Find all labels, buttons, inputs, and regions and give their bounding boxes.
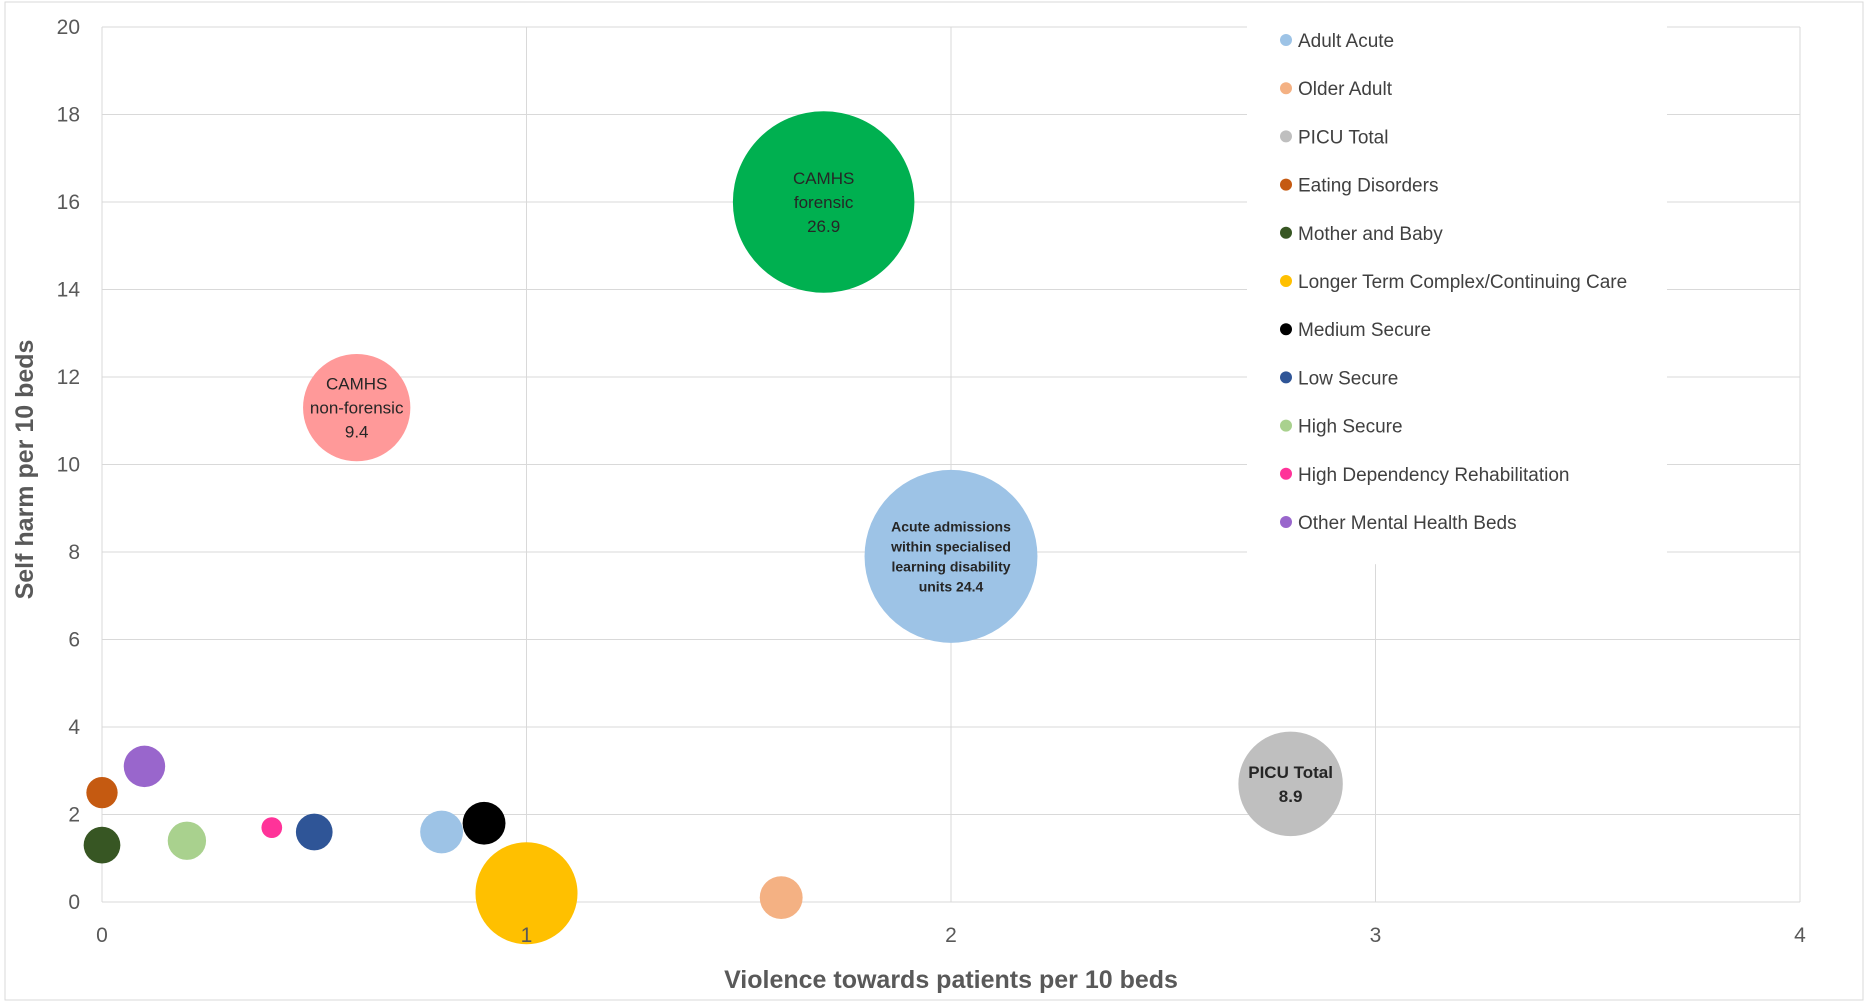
legend-marker xyxy=(1280,178,1292,191)
bubble-data-label: 8.9 xyxy=(1279,787,1303,806)
legend-label: PICU Total xyxy=(1298,127,1388,148)
legend-label: Eating Disorders xyxy=(1298,176,1438,197)
data-bubble xyxy=(462,801,506,845)
data-bubble xyxy=(759,876,803,920)
data-bubble xyxy=(295,813,333,851)
bubble-data-label: non-forensic xyxy=(310,399,404,418)
y-tick-label: 14 xyxy=(57,279,81,302)
legend-marker xyxy=(1280,467,1292,480)
data-bubble xyxy=(303,353,411,462)
y-tick-label: 6 xyxy=(68,629,80,652)
data-bubble xyxy=(123,745,166,788)
bubble-data-label: 9.4 xyxy=(345,423,369,442)
legend: Adult Acute Older Adult PICU Total Eating D… xyxy=(1247,20,1667,565)
legend-marker xyxy=(1280,371,1292,384)
legend-label: Low Secure xyxy=(1298,368,1398,389)
y-tick-label: 18 xyxy=(57,104,80,127)
legend-label: Adult Acute xyxy=(1298,31,1394,52)
legend-marker xyxy=(1280,226,1292,239)
legend-marker xyxy=(1280,275,1292,287)
y-tick-label: 4 xyxy=(68,716,80,739)
legend-label: Longer Term Complex/Continuing Care xyxy=(1298,272,1627,293)
bubble-data-label: CAMHS xyxy=(793,169,854,188)
bubble-data-label: 26.9 xyxy=(807,217,840,236)
data-bubble xyxy=(86,776,118,809)
legend-label: High Secure xyxy=(1298,417,1403,438)
x-tick-label: 3 xyxy=(1370,924,1382,947)
bubble-data-label: learning disability xyxy=(891,558,1010,574)
x-axis-title: Violence towards patients per 10 beds xyxy=(724,966,1178,994)
bubbles: CAMHS forensic 26.9 Acute admissions within … xyxy=(83,111,1343,945)
legend-label: Older Adult xyxy=(1298,79,1393,100)
y-tick-label: 0 xyxy=(68,891,80,914)
legend-label: Mother and Baby xyxy=(1298,224,1443,245)
bubble-data-label: within specialised xyxy=(890,538,1011,554)
data-bubble xyxy=(420,810,464,854)
bubble-data-label: forensic xyxy=(794,193,854,212)
bubble-data-label: PICU Total xyxy=(1248,763,1333,782)
x-tick-label: 2 xyxy=(945,924,957,947)
data-bubble xyxy=(83,826,121,864)
legend-label: Other Mental Health Beds xyxy=(1298,513,1517,534)
y-tick-label: 20 xyxy=(57,16,80,39)
legend-marker xyxy=(1280,419,1292,432)
bubble-data-label: units 24.4 xyxy=(919,578,984,594)
x-tick-label: 1 xyxy=(521,924,533,947)
data-bubble xyxy=(261,817,283,838)
data-bubble xyxy=(864,469,1038,643)
data-bubble xyxy=(475,842,578,945)
legend-marker xyxy=(1280,82,1292,95)
data-bubble xyxy=(732,111,915,293)
legend-marker xyxy=(1280,34,1292,46)
x-tick-label: 0 xyxy=(96,924,108,947)
data-bubble xyxy=(167,821,207,860)
legend-marker xyxy=(1280,516,1292,528)
legend-box xyxy=(1247,20,1667,565)
x-tick-label: 4 xyxy=(1794,924,1806,947)
y-tick-label: 2 xyxy=(68,804,80,827)
legend-label: Medium Secure xyxy=(1298,320,1431,341)
y-tick-label: 16 xyxy=(57,191,80,214)
legend-label: High Dependency Rehabilitation xyxy=(1298,465,1569,486)
bubble-data-label: CAMHS xyxy=(326,375,387,394)
data-bubble xyxy=(1238,731,1343,837)
y-tick-label: 10 xyxy=(57,454,80,477)
legend-marker xyxy=(1280,130,1292,143)
y-axis-title: Self harm per 10 beds xyxy=(11,340,39,600)
legend-marker xyxy=(1280,323,1292,336)
y-tick-label: 12 xyxy=(57,366,80,389)
y-tick-label: 8 xyxy=(68,541,80,564)
bubble-data-label: Acute admissions xyxy=(891,518,1011,534)
